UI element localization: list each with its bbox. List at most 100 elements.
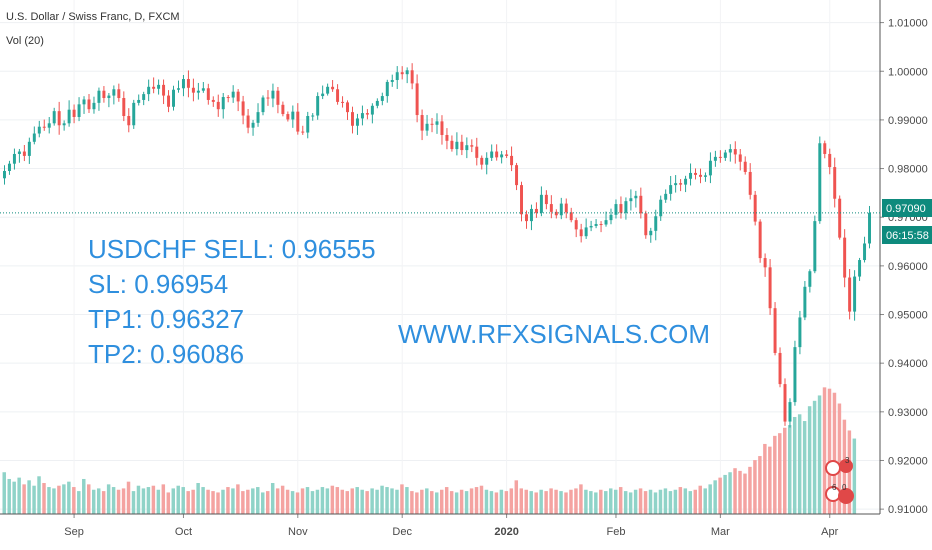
x-axis-tick-label: Nov <box>288 526 308 538</box>
volume-bar <box>773 435 777 514</box>
candle-up <box>669 185 673 194</box>
volume-bar <box>768 446 772 514</box>
candle-up <box>201 88 205 91</box>
volume-bar <box>847 430 852 514</box>
event-icon-cluster[interactable]: 3 6 0 <box>825 456 854 504</box>
volume-bar <box>663 488 668 514</box>
candle-down <box>440 121 444 135</box>
candle-down <box>694 172 697 175</box>
candle-up <box>559 203 563 216</box>
candle-down <box>400 72 404 75</box>
volume-bar <box>628 492 633 514</box>
x-axis-tick-label: Apr <box>821 526 838 538</box>
candle-up <box>405 70 409 75</box>
volume-bar <box>141 488 146 514</box>
candle-up <box>629 198 633 202</box>
volume-bar <box>832 392 837 514</box>
volume-bar <box>703 488 707 514</box>
candle-up <box>177 88 180 90</box>
candle-up <box>624 201 628 213</box>
candle-down <box>470 145 474 147</box>
volume-bar <box>643 491 648 514</box>
candle-down <box>296 111 300 132</box>
candle-down <box>549 204 553 212</box>
grid-lines <box>0 0 880 514</box>
volume-bar <box>246 489 250 514</box>
volume-bar <box>360 489 364 514</box>
volume-bar <box>673 489 678 514</box>
signal-line-sl: SL: 0.96954 <box>88 269 228 299</box>
candle-down <box>783 384 787 422</box>
price-badge: 0.97090 06:15:58 <box>882 199 932 244</box>
candle-down <box>246 115 250 128</box>
candle-down <box>699 174 702 177</box>
candle-up <box>649 230 653 236</box>
y-axis-tick-label: 1.00000 <box>888 66 928 78</box>
candle-down <box>579 229 583 237</box>
candle-up <box>32 133 36 142</box>
candle-up <box>37 126 41 134</box>
candle-up <box>435 121 439 125</box>
candle-up <box>659 199 663 217</box>
candle-up <box>147 86 151 95</box>
volume-bar <box>320 487 325 514</box>
candle-down <box>410 70 414 84</box>
candle-down <box>569 212 573 221</box>
candle-down <box>619 204 623 213</box>
volume-bar <box>27 480 31 514</box>
volume-bar <box>708 484 712 514</box>
volume-bar <box>489 491 494 514</box>
x-axis-tick-label: Dec <box>392 526 412 538</box>
candle-up <box>500 154 504 158</box>
candle-down <box>42 126 46 128</box>
volume-bar <box>479 485 484 514</box>
candle-up <box>455 141 459 150</box>
volume-bar <box>474 487 479 514</box>
volume-bar <box>683 488 688 514</box>
volume-bar <box>584 489 588 514</box>
candle-down <box>838 198 842 238</box>
signal-line-sell: USDCHF SELL: 0.96555 <box>88 234 376 264</box>
volume-bar <box>261 492 265 514</box>
candle-up <box>355 118 359 126</box>
volume-bar <box>599 489 603 514</box>
volume-bar <box>758 456 762 514</box>
volume-bar <box>350 488 354 514</box>
economic-event-icon[interactable] <box>825 460 841 476</box>
volume-bar <box>574 488 578 514</box>
economic-event-icon[interactable] <box>838 488 854 504</box>
volume-bar <box>131 491 136 514</box>
candle-down <box>186 79 190 88</box>
volume-bar <box>256 487 260 514</box>
volume-bar <box>400 484 404 514</box>
volume-bar <box>101 491 106 514</box>
candle-up <box>12 153 16 164</box>
volume-bar <box>420 489 424 514</box>
candle-up <box>261 97 265 113</box>
volume-bar <box>454 492 459 514</box>
volume-bar <box>300 488 305 514</box>
last-price-value: 0.97090 <box>886 203 926 215</box>
candle-up <box>490 151 494 158</box>
volume-bar <box>390 488 394 514</box>
volume-bar <box>802 421 807 514</box>
economic-event-icon[interactable] <box>839 459 853 473</box>
candle-up <box>465 145 469 151</box>
candle-down <box>480 157 484 165</box>
candle-up <box>97 90 101 103</box>
candle-down <box>276 90 280 105</box>
y-axis-tick-label: 1.01000 <box>888 18 928 30</box>
volume-bar <box>430 491 434 514</box>
candle-up <box>808 271 812 287</box>
volume-bar <box>365 491 369 514</box>
volume-bar <box>524 489 528 514</box>
candle-up <box>868 212 871 244</box>
volume-bar <box>822 387 827 514</box>
candle-down <box>445 134 449 141</box>
volume-bar <box>812 400 817 514</box>
volume-bar <box>559 491 563 514</box>
candle-down <box>336 89 340 102</box>
candle-up <box>798 317 802 348</box>
volume-bar <box>295 492 300 514</box>
